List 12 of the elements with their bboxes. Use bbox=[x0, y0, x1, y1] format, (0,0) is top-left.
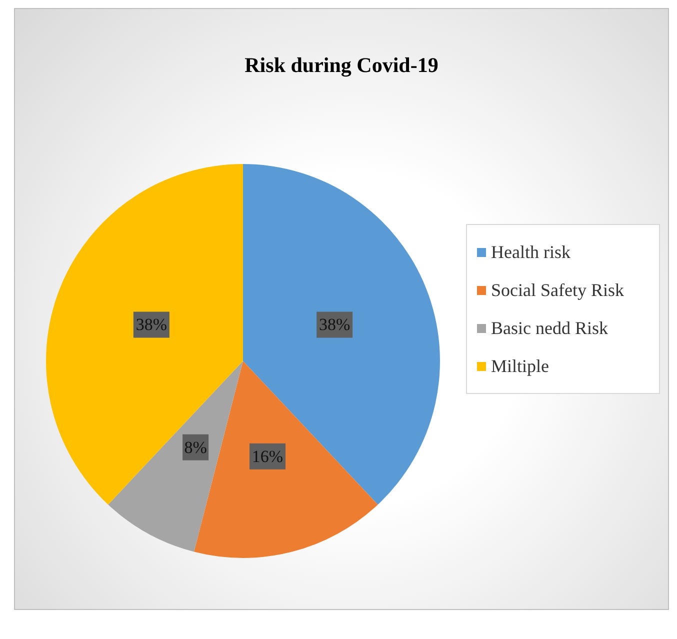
legend-label: Miltiple bbox=[491, 356, 549, 376]
data-label: 16% bbox=[252, 446, 284, 466]
data-label: 8% bbox=[184, 438, 207, 457]
legend-label: Social Safety Risk bbox=[491, 280, 624, 300]
chart-title: Risk during Covid-19 bbox=[244, 53, 440, 78]
data-label: 38% bbox=[136, 315, 168, 334]
pie-slice bbox=[46, 164, 243, 505]
legend-label: Health risk bbox=[491, 242, 570, 262]
pie-slice bbox=[243, 164, 440, 505]
legend-label: Basic nedd Risk bbox=[491, 318, 608, 338]
pie-slice bbox=[108, 361, 243, 552]
data-label: 38% bbox=[318, 315, 350, 334]
